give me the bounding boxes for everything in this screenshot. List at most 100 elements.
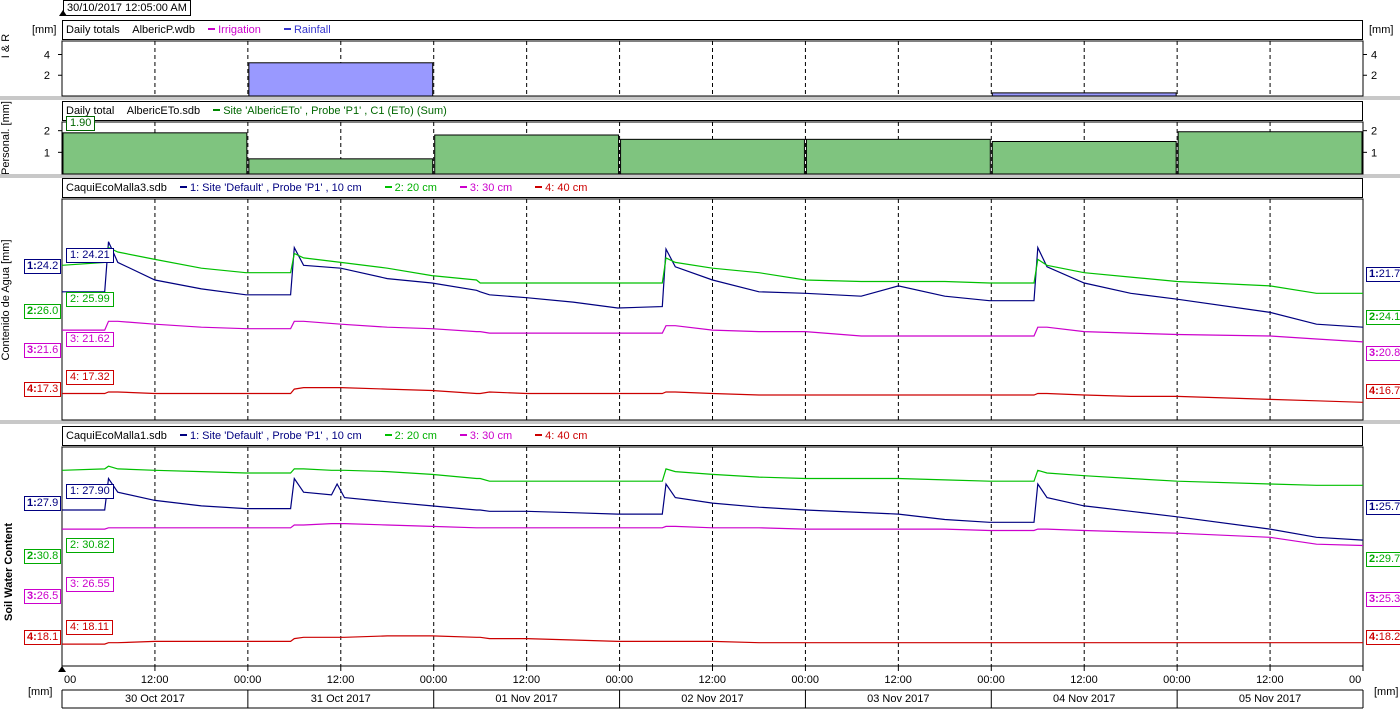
ir-units-left: [mm] (32, 24, 57, 36)
x-hour-label: 00:00 (977, 674, 1005, 686)
malla3-series-1-line (62, 241, 1364, 328)
ir-panel-header: Daily totals AlbericP.wdb Irrigation Rai… (62, 20, 1363, 40)
malla1-left-tag-3: 3:26.5 (24, 589, 62, 604)
eto-bar (805, 138, 991, 175)
legend-rainfall: Rainfall (293, 24, 331, 36)
x-hour-label: 12:00 (512, 674, 541, 686)
malla1-series-2-line (61, 465, 1363, 486)
eto-panel-header: Daily total AlbericETo.sdb Site 'Alberic… (62, 101, 1363, 121)
x-day-label: 04 Nov 2017 (1053, 693, 1116, 705)
splitter-malla3-malla1[interactable] (0, 420, 1400, 424)
legend-malla3-40cm: 4: 40 cm (545, 182, 588, 194)
ir-units-right: [mm] (1369, 24, 1394, 36)
cursor-marker-icon[interactable] (58, 10, 68, 20)
ir-tick-label-left: 4 (44, 49, 50, 61)
malla3-right-tag-3: 3:20.8 (1366, 346, 1400, 361)
malla3-series-3-line (62, 320, 1364, 343)
x-hour-label: 00:00 (233, 674, 262, 686)
bottom-units-right: [mm] (1374, 686, 1399, 698)
legend-malla1-10cm: 1: Site 'Default' , Probe 'P1' , 10 cm (189, 430, 362, 442)
x-day-label: 05 Nov 2017 (1238, 693, 1302, 705)
malla1-right-tag-3: 3:25.3 (1366, 592, 1400, 607)
x-hour-label: 00:00 (605, 674, 634, 686)
ir-tick-label-left: 2 (44, 70, 50, 82)
malla1-right-tag-2: 2:29.7 (1366, 552, 1400, 567)
eto-bar (62, 132, 248, 175)
malla3-left-tag-2: 2:26.0 (24, 304, 62, 319)
ir-tick-label-right: 4 (1371, 49, 1377, 61)
legend-eto: Site 'AlbericETo' , Probe 'P1' , C1 (ETo… (223, 105, 447, 117)
splitter-eto-malla3[interactable] (0, 174, 1400, 178)
malla3-series-2-line (61, 246, 1363, 294)
x-day-label: 01 Nov 2017 (495, 693, 558, 705)
legend-malla3-30cm: 3: 30 cm (469, 182, 513, 194)
x-hour-label: 12:00 (1070, 674, 1098, 686)
malla1-panel-header: CaquiEcoMalla1.sdb 1: Site 'Default' , P… (62, 426, 1363, 446)
eto-tick-label-left: 1 (44, 147, 50, 159)
malla3-header-file: CaquiEcoMalla3.sdb (66, 182, 167, 194)
eto-header-file: AlbericETo.sdb (126, 105, 201, 117)
x-axis-cursor-icon (58, 666, 66, 672)
eto-bar (620, 138, 805, 175)
rainfall-bar (991, 92, 1177, 97)
x-hour-label: 00 (64, 674, 77, 686)
eto-bar (434, 134, 620, 175)
malla3-right-tag-4: 4:16.7 (1366, 384, 1400, 399)
malla1-series-1-line (62, 476, 1364, 541)
malla1-cursor-value-4: 4: 18.11 (66, 620, 113, 635)
cursor-time: 30/10/2017 12:05:00 AM (63, 0, 191, 16)
legend-malla1-40cm: 4: 40 cm (545, 430, 588, 442)
eto-bar (248, 158, 434, 175)
ir-tick-label-right: 2 (1371, 70, 1377, 82)
x-day-label: 03 Nov 2017 (867, 693, 930, 705)
eto-header-title: Daily total (66, 105, 115, 117)
eto-tick-label-left: 2 (44, 126, 50, 138)
bottom-units-left: [mm] (28, 686, 53, 698)
legend-malla1-30cm: 3: 30 cm (469, 430, 513, 442)
malla3-cursor-value-2: 2: 25.99 (66, 292, 114, 307)
x-day-label: 30 Oct 2017 (124, 693, 185, 705)
malla3-left-tag-1: 1:24.2 (24, 259, 62, 274)
eto-bar (1177, 131, 1363, 175)
malla3-cursor-value-1: 1: 24.21 (66, 248, 114, 263)
malla3-left-tag-4: 4:17.3 (24, 382, 62, 397)
malla1-series-4-line (62, 635, 1363, 645)
malla3-right-tag-2: 2:24.1 (1366, 310, 1400, 325)
malla3-right-tag-1: 1:21.7 (1366, 267, 1400, 282)
malla1-left-tag-4: 4:18.1 (24, 630, 62, 645)
x-day-label: 31 Oct 2017 (310, 693, 371, 705)
legend-malla3-10cm: 1: Site 'Default' , Probe 'P1' , 10 cm (189, 182, 362, 194)
x-hour-label: 12:00 (140, 674, 169, 686)
x-hour-label: 12:00 (1256, 674, 1284, 686)
malla1-series-3-line (62, 522, 1364, 547)
eto-bar (991, 141, 1177, 175)
malla1-right-tag-1: 1:25.7 (1366, 500, 1400, 515)
x-hour-label: 12:00 (326, 674, 355, 686)
eto-cursor-value: 1.90 (66, 116, 96, 131)
malla3-cursor-value-3: 3: 21.62 (66, 332, 114, 347)
legend-malla1-20cm: 2: 20 cm (394, 430, 437, 442)
malla1-cursor-value-3: 3: 26.55 (66, 577, 114, 592)
malla1-right-tag-4: 4:18.2 (1366, 630, 1400, 645)
malla1-left-tag-1: 1:27.9 (24, 496, 62, 511)
x-hour-label: 00:00 (1163, 674, 1191, 686)
x-hour-label: 00 (1349, 674, 1362, 686)
malla1-header-file: CaquiEcoMalla1.sdb (66, 430, 167, 442)
rainfall-bar (248, 62, 434, 97)
malla1-cursor-value-2: 2: 30.82 (66, 538, 114, 553)
legend-irrigation: Irrigation (218, 24, 261, 36)
malla1-cursor-value-1: 1: 27.90 (66, 484, 114, 499)
x-hour-label: 12:00 (884, 674, 912, 686)
x-hour-label: 00:00 (419, 674, 448, 686)
x-day-label: 02 Nov 2017 (681, 693, 744, 705)
legend-malla3-20cm: 2: 20 cm (394, 182, 437, 194)
x-hour-label: 00:00 (791, 674, 819, 686)
ir-header-file: AlbericP.wdb (132, 24, 196, 36)
malla3-series-4-line (62, 387, 1364, 403)
malla3-plot-frame (61, 198, 1364, 421)
malla1-plot-frame (61, 446, 1364, 667)
splitter-ir-eto[interactable] (0, 96, 1400, 100)
x-hour-label: 12:00 (698, 674, 727, 686)
eto-tick-label-right: 2 (1371, 126, 1377, 138)
